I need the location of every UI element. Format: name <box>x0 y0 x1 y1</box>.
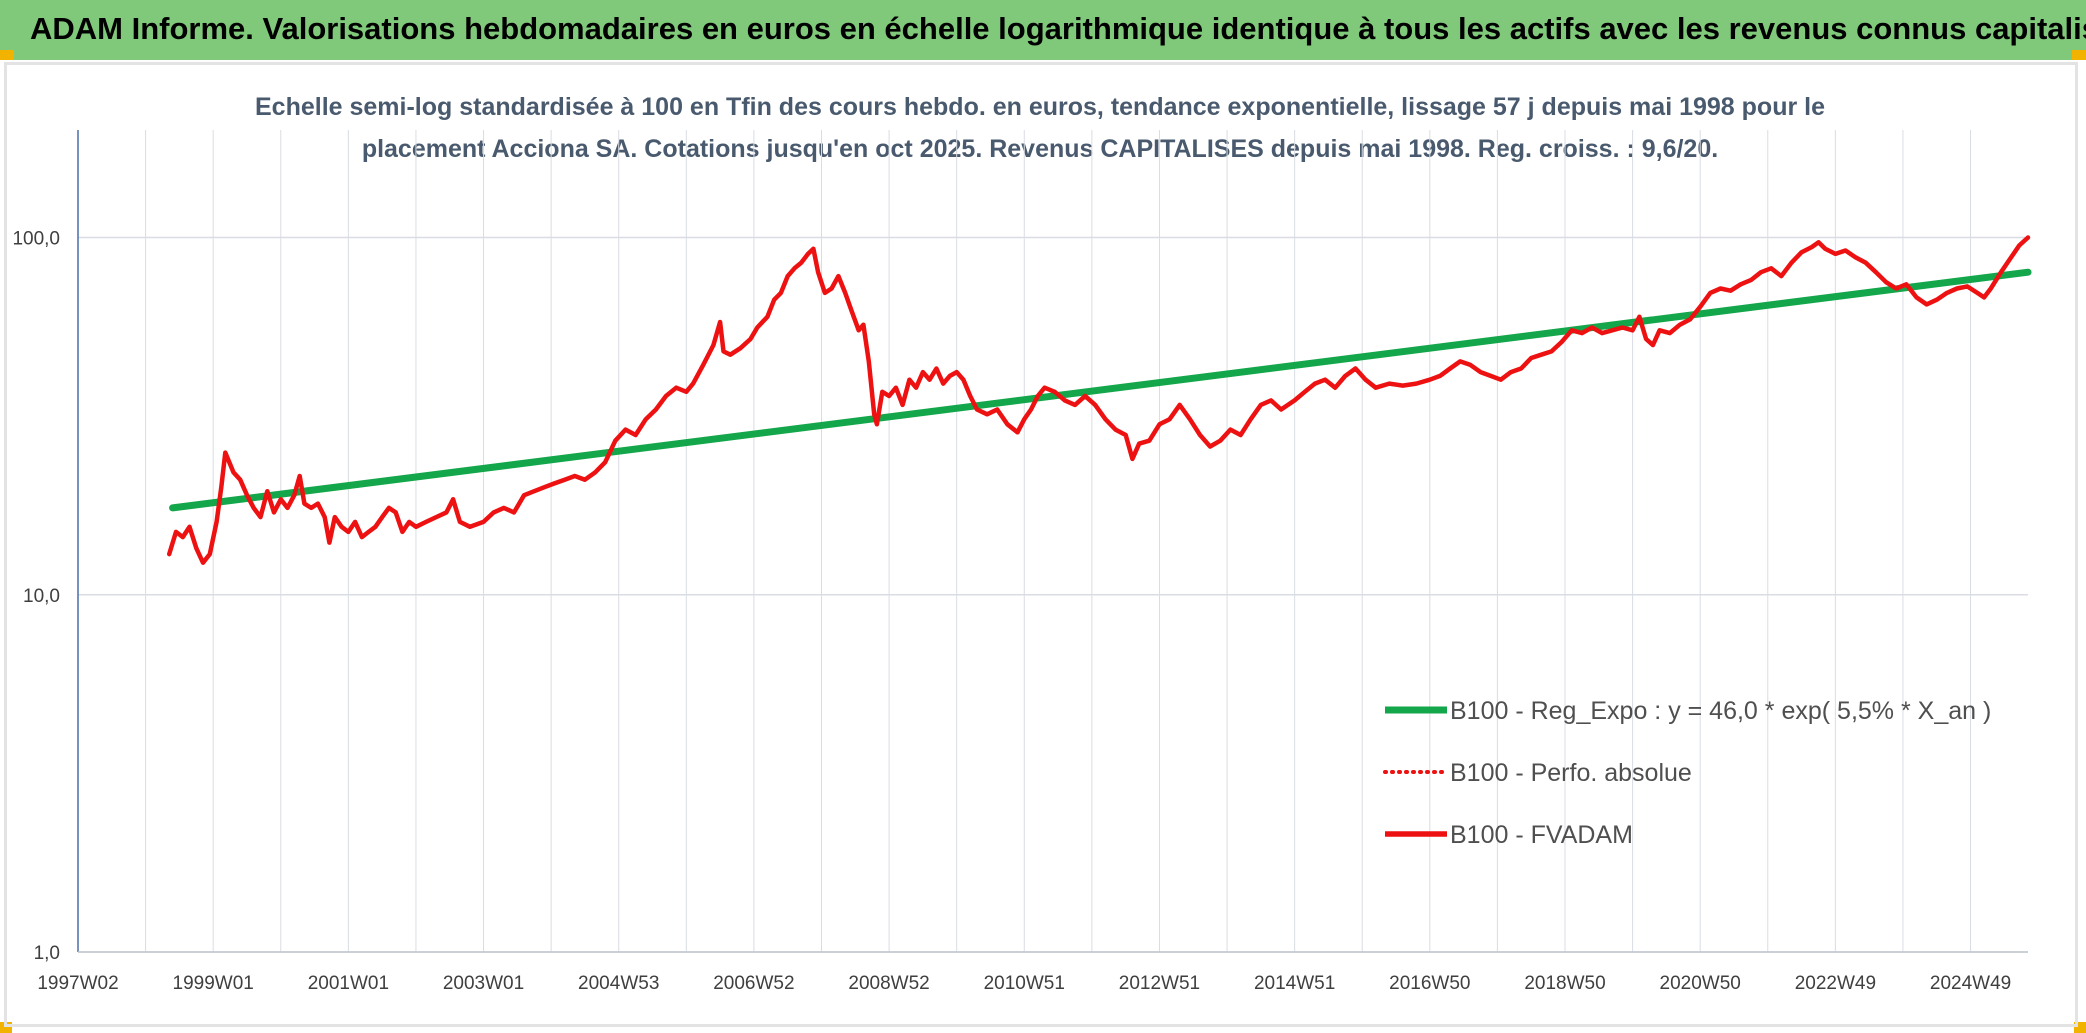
corner-mark-top-right <box>2072 50 2086 60</box>
x-tick-label: 2014W51 <box>1254 973 1335 994</box>
y-tick-label: 10,0 <box>23 586 60 607</box>
legend-label-2: B100 - FVADAM <box>1450 821 1633 849</box>
corner-mark-top-left <box>0 50 14 60</box>
y-tick-label: 1,0 <box>34 943 60 964</box>
x-tick-label: 2022W49 <box>1795 973 1876 994</box>
x-tick-label: 1999W01 <box>173 973 254 994</box>
chart-subtitle-line-1: Echelle semi-log standardisée à 100 en T… <box>255 93 1825 121</box>
corner-mark-bottom-right <box>2074 1022 2086 1033</box>
series-line-0 <box>169 268 2032 512</box>
x-tick-label: 2006W52 <box>713 973 794 994</box>
corner-mark-bottom-left <box>0 1022 12 1033</box>
legend-label-1: B100 - Perfo. absolue <box>1450 759 1692 787</box>
y-tick-label: 100,0 <box>12 229 60 250</box>
x-tick-label: 1997W02 <box>37 973 118 994</box>
series-layer <box>166 235 2032 565</box>
x-tick-label: 2001W01 <box>308 973 389 994</box>
y-tick-labels: 100,0 10,0 1,0 <box>12 229 60 964</box>
legend: B100 - Reg_Expo : y = 46,0 * exp( 5,5% *… <box>1383 697 1991 849</box>
series-line-2 <box>166 235 2031 565</box>
x-tick-label: 2004W53 <box>578 973 659 994</box>
chart-subtitle-line-2: placement Acciona SA. Cotations jusqu'en… <box>362 135 1718 163</box>
x-tick-label: 2012W51 <box>1119 973 1200 994</box>
page-title: ADAM Informe. Valorisations hebdomadaire… <box>30 11 2086 46</box>
x-tick-label: 2008W52 <box>848 973 929 994</box>
legend-label-0: B100 - Reg_Expo : y = 46,0 * exp( 5,5% *… <box>1450 697 1991 725</box>
x-tick-label: 2018W50 <box>1524 973 1605 994</box>
x-tick-label: 2003W01 <box>443 973 524 994</box>
axes <box>77 130 2028 953</box>
header-bar: ADAM Informe. Valorisations hebdomadaire… <box>0 0 2086 60</box>
x-tick-labels: 1997W02 1999W01 2001W01 2003W01 2004W53 2006W… <box>37 973 2011 994</box>
x-tick-label: 2016W50 <box>1389 973 1470 994</box>
x-tick-label: 2010W51 <box>984 973 1065 994</box>
x-tick-label: 2020W50 <box>1660 973 1741 994</box>
gridlines <box>77 130 2028 953</box>
chart-frame <box>4 62 2078 1027</box>
x-tick-label: 2024W49 <box>1930 973 2011 994</box>
